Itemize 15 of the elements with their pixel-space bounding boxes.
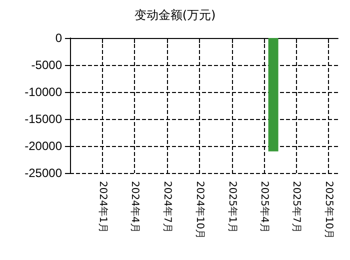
y-tick-label: -15000: [24, 112, 62, 126]
x-tick-label: 2024年4月: [129, 181, 142, 233]
chart-title: 变动金额(万元): [134, 8, 216, 22]
x-tick-label: 2025年4月: [258, 181, 270, 233]
x-tick-label: 2024年1月: [97, 181, 110, 233]
x-tick-label: 2024年10月: [194, 181, 206, 240]
x-tick-label: 2025年1月: [226, 181, 238, 233]
y-tick-label: -10000: [24, 85, 62, 99]
y-tick-label: 0: [55, 31, 62, 45]
x-tick-label: 2025年10月: [322, 181, 335, 240]
x-tick-label: 2024年7月: [161, 181, 174, 233]
y-tick-label: -20000: [24, 139, 62, 153]
y-tick-label: -25000: [24, 166, 62, 180]
x-tick-label: 2025年7月: [290, 181, 302, 233]
y-tick-label: -5000: [31, 58, 62, 72]
